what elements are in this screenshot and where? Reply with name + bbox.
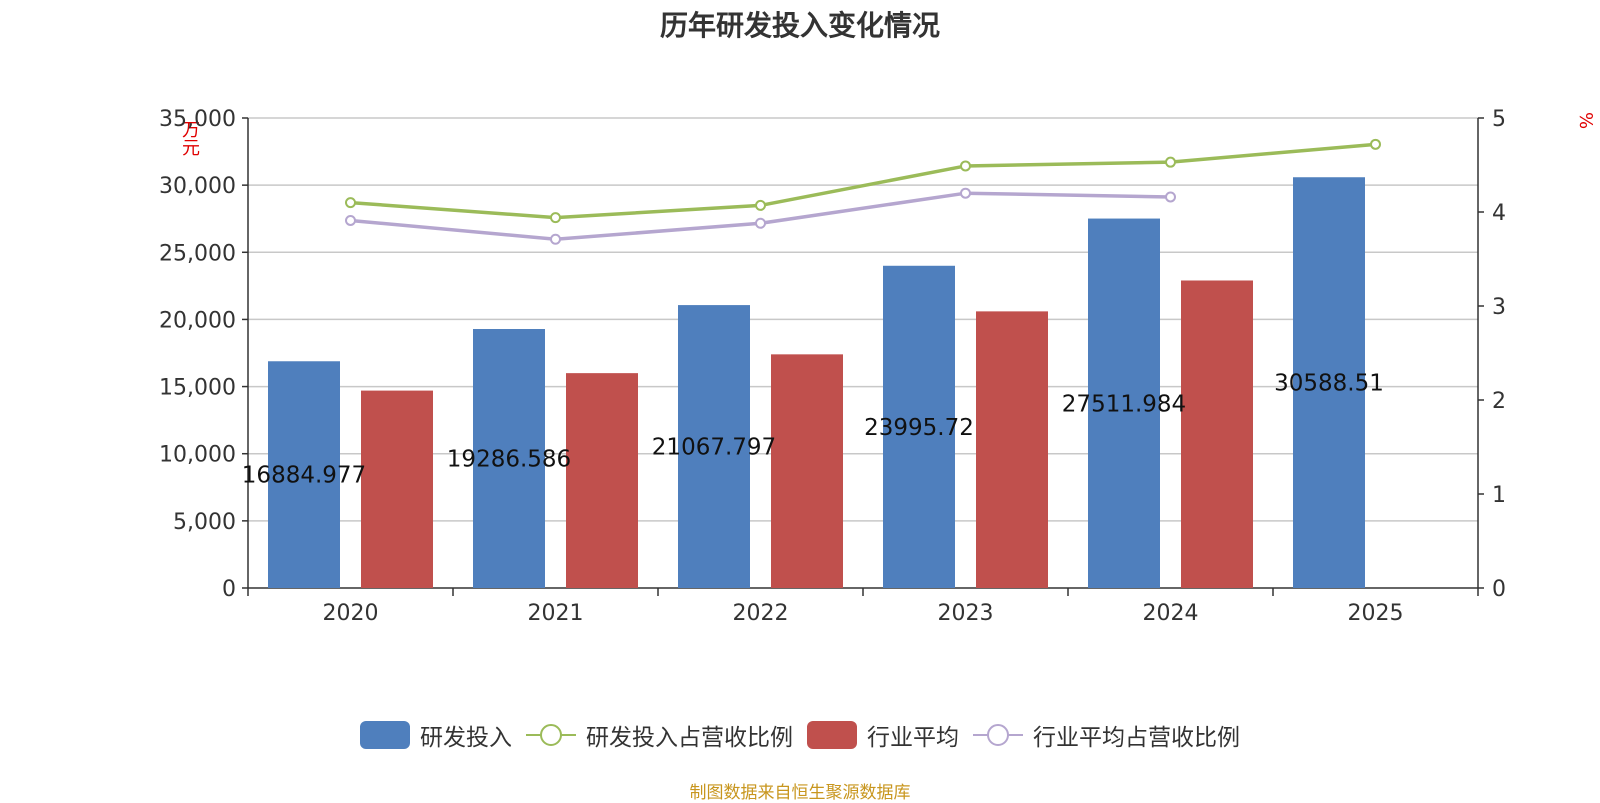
industry-ratio-point	[755, 217, 766, 229]
right-axis-tick-label: 4	[1492, 201, 1506, 226]
legend-label-industry: 行业平均	[867, 725, 959, 751]
rd-ratio-point	[755, 199, 766, 211]
legend-swatch-industry	[807, 721, 857, 749]
rd-ratio-point	[1165, 156, 1176, 168]
x-axis-tick-label: 2024	[1143, 601, 1199, 626]
data-label-rd: 27511.984	[1062, 391, 1186, 417]
rd-ratio-point	[1370, 138, 1381, 150]
legend-item-industry[interactable]: 行业平均	[807, 718, 959, 752]
chart-title: 历年研发投入变化情况	[659, 9, 940, 42]
bar-rd	[473, 329, 545, 588]
bar-industry	[771, 354, 843, 588]
bar-rd	[1293, 177, 1365, 589]
left-axis-tick-label: 10,000	[159, 443, 236, 468]
industry-ratio-point	[550, 233, 561, 245]
right-axis-tick-label: 3	[1492, 295, 1506, 320]
rd-ratio-point	[345, 197, 356, 209]
chart-canvas: 0 5,000 10,000 15,000 20,000 25,000 30,000 35,0…	[159, 107, 1506, 626]
data-label-rd: 21067.797	[652, 435, 776, 461]
left-axis-tick-label: 25,000	[159, 241, 236, 266]
legend-label-industry-ratio: 行业平均占营收比例	[1033, 725, 1240, 751]
bar-rd	[883, 265, 955, 588]
industry-ratio-point	[960, 187, 971, 199]
rd-ratio-point	[550, 212, 561, 224]
bar-industry	[1181, 280, 1253, 588]
source-note: 制图数据来自恒生聚源数据库	[689, 783, 911, 803]
legend-line-marker	[540, 724, 562, 746]
x-axis-tick-label: 2022	[733, 601, 789, 626]
legend: 研发投入 研发投入占营收比例 行业平均 行业平均占营收比例	[0, 718, 1600, 752]
rd-ratio-line	[350, 142, 1376, 220]
right-axis-tick-label: 1	[1492, 483, 1506, 508]
x-axis-tick-label: 2025	[1348, 601, 1404, 626]
legend-label-rd-ratio: 研发投入占营收比例	[586, 725, 793, 751]
bar-rd	[678, 305, 750, 588]
rd-ratio-point	[960, 160, 971, 172]
industry-ratio-point	[345, 214, 356, 226]
industry-ratio-point	[1165, 191, 1176, 203]
right-axis-unit: %	[1575, 112, 1596, 130]
legend-line-marker	[987, 724, 1009, 746]
bar-industry	[976, 311, 1048, 588]
x-axis-tick-label: 2020	[323, 601, 379, 626]
data-label-rd: 16884.977	[242, 463, 366, 489]
legend-item-rd[interactable]: 研发投入	[360, 718, 512, 752]
legend-swatch-rd	[360, 721, 410, 749]
bar-rd	[268, 361, 340, 588]
legend-item-industry-ratio[interactable]: 行业平均占营收比例	[973, 718, 1240, 752]
right-axis-tick-label: 2	[1492, 389, 1506, 414]
legend-swatch-industry-ratio	[973, 724, 1023, 746]
legend-swatch-rd-ratio	[526, 724, 576, 746]
bar-rd	[1088, 218, 1160, 589]
legend-label-rd: 研发投入	[420, 725, 512, 751]
left-axis-tick-label: 20,000	[159, 308, 236, 333]
right-axis-tick-label: 5	[1492, 107, 1506, 132]
left-axis-tick-label: 0	[222, 577, 236, 602]
bar-industry	[566, 373, 638, 588]
data-label-rd: 30588.51	[1274, 371, 1384, 397]
x-axis-tick-label: 2023	[938, 601, 994, 626]
left-axis-tick-label: 15,000	[159, 376, 236, 401]
legend-item-rd-ratio[interactable]: 研发投入占营收比例	[526, 718, 793, 752]
right-axis-tick-label: 0	[1492, 577, 1506, 602]
left-axis-tick-label: 30,000	[159, 174, 236, 199]
left-axis-tick-label: 5,000	[173, 510, 236, 535]
left-axis-unit: 万元	[179, 120, 200, 156]
x-axis-tick-label: 2021	[528, 601, 584, 626]
data-label-rd: 23995.72	[864, 415, 974, 441]
data-label-rd: 19286.586	[447, 447, 571, 473]
left-axis-tick-label: 35,000	[159, 107, 236, 132]
bar-industry	[361, 390, 433, 588]
